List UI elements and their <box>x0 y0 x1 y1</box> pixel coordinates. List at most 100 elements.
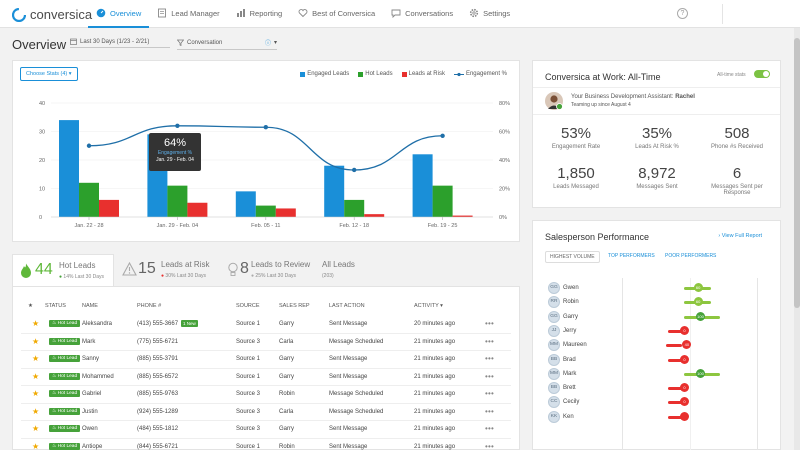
star-icon[interactable]: ★ <box>32 441 40 450</box>
salesperson-row[interactable]: MM Mark 100 <box>548 367 778 382</box>
more-options-icon[interactable]: • • • <box>485 406 494 416</box>
lead-phone: (885) 555-9763 <box>137 391 178 397</box>
page-scrollbar[interactable] <box>794 28 800 450</box>
status-label: Hot Lead <box>57 373 78 379</box>
table-row[interactable]: ★ ♨ Hot Lead Mark (775) 555-6721 Source 3 Car… <box>21 334 511 351</box>
more-options-icon[interactable]: • • • <box>485 441 494 450</box>
tab-leads-to-review[interactable]: 8 Leads to Review ● 25% Last 30 Days <box>226 254 326 286</box>
lead-name[interactable]: Justin <box>82 408 98 415</box>
tab-top-performers[interactable]: TOP PERFORMERS <box>608 253 655 259</box>
col-source[interactable]: SOURCE <box>236 303 260 309</box>
lead-last-action: Message Scheduled <box>329 391 384 397</box>
more-options-icon[interactable]: • • • <box>485 424 494 433</box>
star-icon[interactable]: ★ <box>32 406 40 416</box>
salesperson-row[interactable]: BB Brett 0 <box>548 382 778 396</box>
table-row[interactable]: ★ ♨ Hot Lead Antiope (844) 555-6721 Source 1… <box>21 439 511 450</box>
stat-label: Leads At Risk % <box>635 144 679 150</box>
scrollbar-thumb[interactable] <box>794 38 800 308</box>
filter-info-icon[interactable]: ⓘ <box>264 41 271 47</box>
col-last-action[interactable]: LAST ACTION <box>329 303 365 309</box>
lead-last-action: Sent Message <box>329 321 368 327</box>
star-icon[interactable]: ★ <box>32 424 40 433</box>
more-options-icon[interactable]: • • • <box>485 371 494 381</box>
salesperson-row[interactable]: MM Maureen 40 <box>548 339 778 353</box>
status-badge: ♨ Hot Lead <box>49 337 81 345</box>
tab-leads-at-risk[interactable]: 15 Leads at Risk ● 30% Last 30 Days <box>120 254 222 286</box>
col-activity[interactable]: ACTIVITY ▾ <box>414 303 443 309</box>
col-name[interactable]: NAME <box>82 303 98 309</box>
table-row[interactable]: ★ ♨ Hot Lead Gabriel (885) 555-9763 Source 3… <box>21 386 511 404</box>
conversation-filter[interactable]: Conversation ⓘ ▾ <box>177 38 277 50</box>
x-tick-label: Feb. 05 - 11 <box>251 223 280 229</box>
performance-bar <box>665 344 682 348</box>
salesperson-row[interactable]: BB Brad 0 <box>548 353 778 368</box>
table-row[interactable]: ★ ♨ Hot Lead Mohammed (885) 555-6572 Source … <box>21 369 511 386</box>
chat-icon <box>391 9 401 18</box>
table-row[interactable]: ★ ♨ Hot Lead Sanny (885) 555-3791 Source 1 Ga… <box>21 351 511 369</box>
salesperson-row[interactable]: GG Garry 100 <box>548 310 778 325</box>
view-full-report-link[interactable]: › View Full Report <box>718 233 762 239</box>
lead-name[interactable]: Aleksandra <box>82 321 113 327</box>
lead-name[interactable]: Mark <box>82 338 96 345</box>
nav-overview[interactable]: Overview <box>88 0 150 28</box>
help-icon[interactable]: ? <box>677 8 688 19</box>
lead-source: Source 1 <box>236 373 261 380</box>
tab-poor-performers[interactable]: POOR PERFORMERS <box>665 253 717 259</box>
logo[interactable]: conversica <box>12 7 92 22</box>
lead-name[interactable]: Sanny <box>82 356 100 362</box>
legend-item[interactable]: Leads at Risk <box>401 71 445 77</box>
bar-engaged-leads <box>235 191 256 217</box>
star-icon[interactable]: ★ <box>32 371 40 381</box>
choose-stats-button[interactable]: Choose Stats (4) ▾ <box>20 67 78 81</box>
salesperson-row[interactable]: JJ Jerry 0 <box>548 324 778 339</box>
lead-name[interactable]: Owen <box>82 426 98 432</box>
flame-icon: ♨ <box>52 321 57 326</box>
col-phone[interactable]: PHONE # <box>137 303 162 309</box>
legend-item[interactable]: Hot Leads <box>358 71 393 77</box>
nav-conversations[interactable]: Conversations <box>383 0 461 28</box>
salesperson-row[interactable]: GG Gwen 60 <box>548 282 778 296</box>
star-icon[interactable]: ★ <box>32 319 40 328</box>
salesperson-row[interactable]: RR Robin 60 <box>548 296 778 310</box>
nav-lead-manager[interactable]: Lead Manager <box>149 0 227 28</box>
more-options-icon[interactable]: • • • <box>485 354 494 363</box>
star-icon[interactable]: ★ <box>32 389 40 398</box>
date-filter[interactable]: Last 30 Days (1/23 - 2/21) <box>70 38 170 48</box>
stat-engagement-rate: 53% Engagement Rate <box>536 125 616 150</box>
nav-best-of[interactable]: Best of Conversica <box>290 0 383 28</box>
more-options-icon[interactable]: • • • <box>485 336 494 346</box>
salesperson-name: Brett <box>563 385 576 392</box>
lead-name[interactable]: Gabriel <box>82 391 102 397</box>
col-star-icon[interactable]: ★ <box>28 303 33 309</box>
bar-hot-leads <box>344 199 365 217</box>
assistant-since: Teaming up since August 4 <box>571 102 631 108</box>
table-row[interactable]: ★ ♨ Hot Lead Aleksandra (413) 555-3667 1 New… <box>21 316 511 334</box>
lead-name[interactable]: Mohammed <box>82 373 114 380</box>
score-dot: 100 <box>696 311 705 321</box>
tab-hot-leads[interactable]: 44 Hot Leads ● 14% Last 30 Days <box>12 254 114 286</box>
chart-tooltip: 64% Engagement % Jan. 29 - Feb. 04 <box>149 133 201 171</box>
more-options-icon[interactable]: • • • <box>485 319 494 328</box>
table-row[interactable]: ★ ♨ Hot Lead Owen (484) 555-1812 Source 3 Gar… <box>21 421 511 439</box>
nav-reporting[interactable]: Reporting <box>228 0 291 28</box>
all-time-toggle[interactable] <box>754 70 770 78</box>
col-status[interactable]: STATUS <box>45 303 66 309</box>
more-options-icon[interactable]: • • • <box>485 389 494 398</box>
star-icon[interactable]: ★ <box>32 354 40 363</box>
legend-item[interactable]: Engaged Leads <box>300 71 349 77</box>
nav-settings[interactable]: Settings <box>461 0 518 28</box>
lead-name[interactable]: Antiope <box>82 443 103 450</box>
salesperson-row[interactable]: CC Cecily 0 <box>548 396 778 410</box>
status-badge: ♨ Hot Lead <box>49 442 81 450</box>
col-sales-rep[interactable]: SALES REP <box>279 303 310 309</box>
assistant-avatar <box>545 92 563 110</box>
legend-item[interactable]: Engagement % <box>453 71 507 77</box>
bar-chart-icon <box>236 9 245 17</box>
star-icon[interactable]: ★ <box>32 336 40 346</box>
avatar: GG <box>548 282 560 294</box>
tab-all-leads[interactable]: All Leads (203) <box>320 254 380 286</box>
tab-highest-volume[interactable]: HIGHEST VOLUME <box>545 251 600 263</box>
salesperson-row[interactable]: KK Ken <box>548 410 778 425</box>
lead-last-action: Sent Message <box>329 426 368 432</box>
